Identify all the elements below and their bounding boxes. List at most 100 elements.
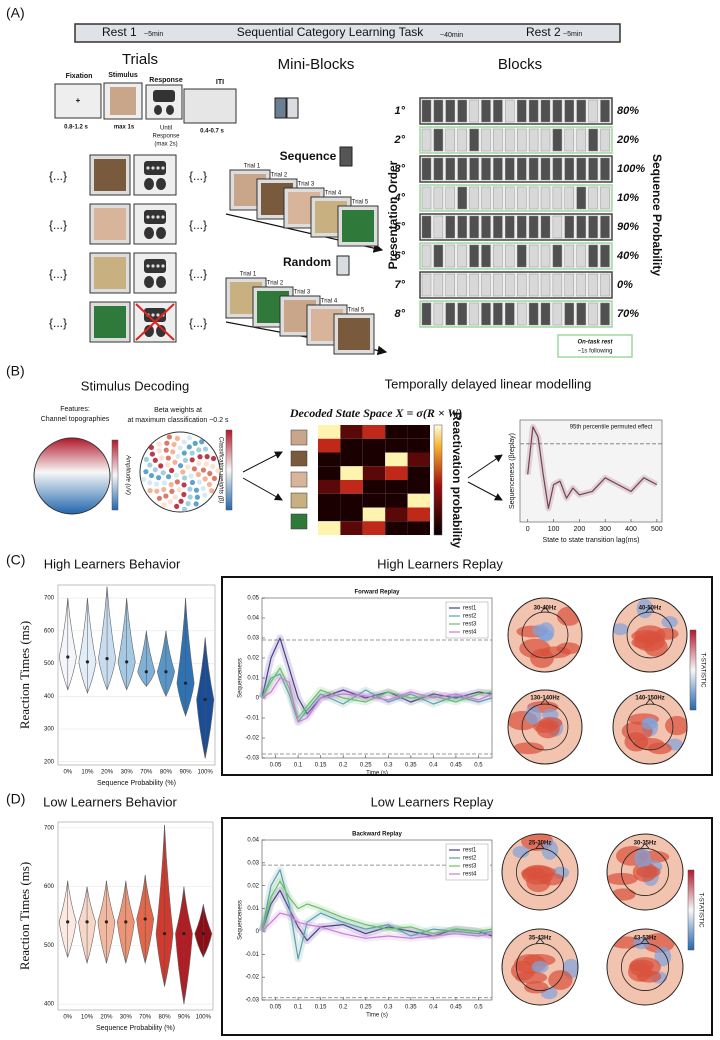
heatmap-cell [362,466,386,480]
trial-cell [457,244,467,268]
topomap-blob [611,888,636,901]
topomap-blob [654,946,672,967]
block-probability: 20% [616,134,639,146]
block-probability: 0% [617,279,633,291]
blocks-axis-label: Presentation Order [386,160,400,269]
section-title: Blocks [498,56,542,73]
panel-label: (B) [6,363,25,379]
topomap [508,598,582,672]
colorbar [225,429,233,511]
trial-cell [517,302,527,326]
decoding-note: Features: [60,406,90,413]
trial-cell [552,273,563,297]
median-dot [66,920,70,924]
head-outline [612,689,688,765]
trial-cell [588,244,598,268]
ellipsis: {...} [49,169,67,183]
block-probability: 10% [617,192,639,204]
topomap-blob [541,840,559,860]
topomap-blob [661,616,678,628]
channel-weight [199,439,205,445]
heatmap-cell [340,521,363,535]
trial-cell [540,99,551,123]
cross [135,303,175,341]
trial-cell [505,215,515,239]
colorbar [687,869,695,951]
trial-cell [517,128,527,152]
channel-weight [189,450,195,456]
trial-cell [540,186,551,210]
trial-cell [564,244,574,268]
x-tick-label: 20% [100,1015,113,1021]
trial-cell [445,157,455,181]
colorbar-label: Reactivation probability [450,412,464,548]
nose [540,698,550,705]
x-tick-label: 70% [139,1015,152,1021]
trial-cell [421,128,432,152]
state-image [290,513,308,530]
mini-block-icon [336,255,350,276]
trial-label: Trial 3 [294,290,311,296]
median-dot [144,670,148,674]
timeline-bar [74,23,621,43]
trial-cell [528,273,539,297]
state-image [290,429,308,446]
section-title: Temporally delayed linear modelling [385,376,592,391]
stimulus-image [342,210,374,242]
trial-cell [576,186,586,210]
head-outline [516,848,564,896]
head-outline [516,943,564,991]
channel-weight [209,488,215,494]
heatmap-cell [407,438,430,453]
ellipsis: {...} [189,169,207,183]
y-axis-label: Sequenceness [238,900,244,940]
channel-weight [204,454,210,460]
x-tick-label: 0.25 [360,1005,372,1011]
pad-button [161,166,165,170]
x-tick-label: 90% [178,1015,191,1021]
trial-cell [540,302,551,326]
trial-step-time: (max 2s) [154,142,177,148]
topomap-blob [512,845,530,859]
trial-cell [469,99,479,123]
heatmap-cell [362,507,386,522]
trial-cell [481,215,491,239]
trial-cell [588,273,598,297]
topomap-blob [538,717,563,729]
legend-label: rest1 [463,606,477,612]
head-outline [507,597,583,673]
y-tick-label: 0.04 [247,616,259,622]
equation: Decoded State Space X = σ(R × W) [289,406,462,420]
topomap-label: 140-150Hz [635,696,664,702]
channel-weight [215,468,221,474]
colorbar [433,424,443,536]
channel-weight [172,494,179,500]
heatmap-cell [407,466,430,480]
trial-label: Trial 2 [267,281,284,287]
colorbar-label: T-STATISTIC [697,892,703,928]
timeline-label: Sequential Category Learning Task [237,25,425,39]
topomap-blob [636,865,661,878]
heatmap-cell [340,466,363,480]
trial-cell [469,244,479,268]
arrow [242,477,283,501]
channel-weight [187,486,193,492]
trial-step-label: Fixation [66,73,93,80]
y-tick-label: 400 [44,694,55,700]
mini-block-icon [286,97,299,119]
topomap-blob [636,598,653,619]
fixation-screen [54,83,102,119]
channel-weight [203,461,209,467]
trial-cell [493,302,503,326]
stimulus-image [94,208,126,240]
trial-cell [433,157,444,181]
rest-legend-text: ~1s following [578,349,613,355]
channel-weight [152,457,158,463]
y-tick-label: -0.03 [245,756,259,762]
channel-weight [200,485,206,492]
trial-cell [552,215,563,239]
trial-cell [588,215,598,239]
nose [645,698,655,705]
trial-cell [445,215,455,239]
trial-cell [421,157,432,181]
